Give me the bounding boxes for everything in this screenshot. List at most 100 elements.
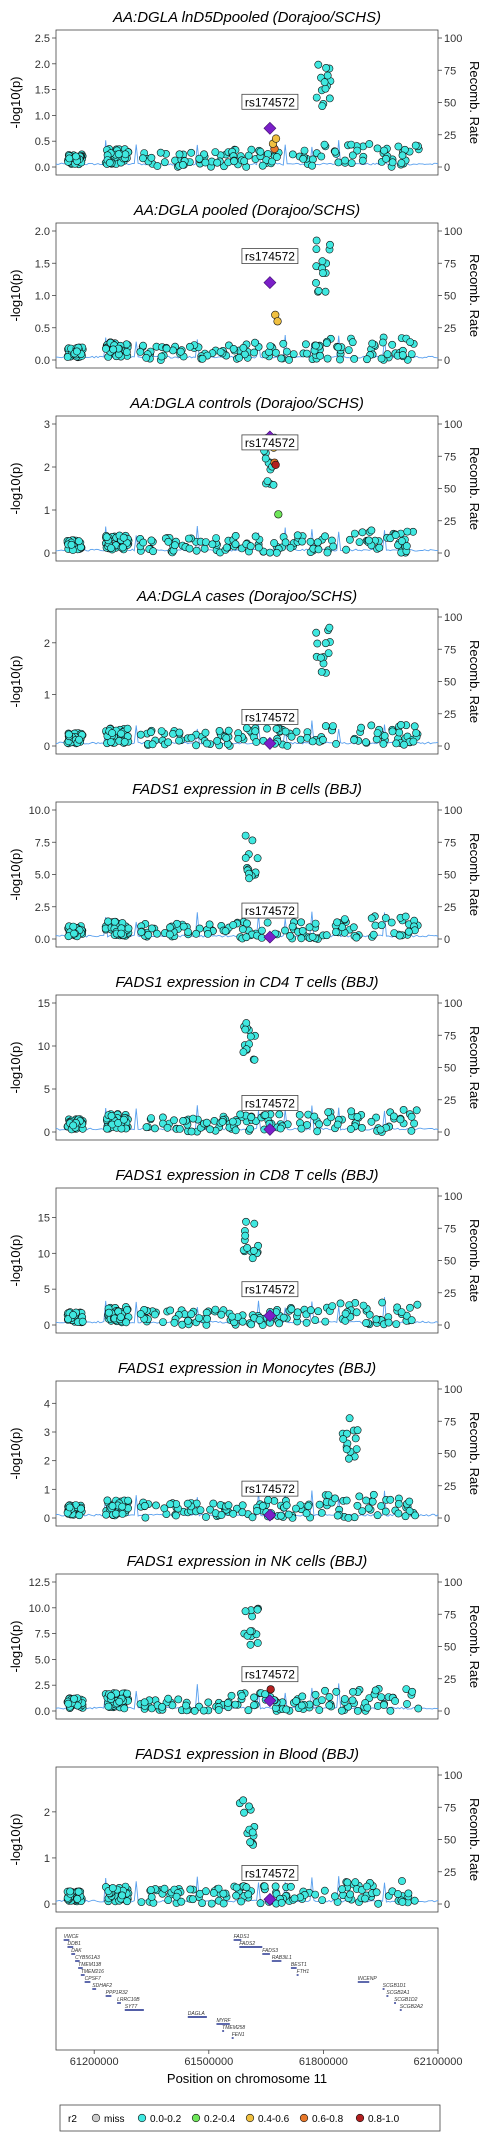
snp-point [153, 929, 161, 938]
snp-point [244, 151, 253, 160]
snp-point [379, 740, 388, 748]
lead-snp-marker [263, 276, 277, 290]
snp-point [201, 158, 210, 167]
snp-point [112, 1509, 120, 1518]
snp-point [341, 156, 349, 165]
y2-axis-label: Recomb. Rate [467, 254, 482, 337]
snp-point [397, 1308, 406, 1316]
snp-point [312, 245, 321, 253]
snp-point [394, 142, 403, 151]
snp-point [380, 732, 389, 740]
snp-point [398, 351, 407, 359]
snp-point [395, 931, 404, 940]
snp-point [229, 344, 238, 353]
snp-point [391, 531, 400, 539]
snp-point [238, 925, 247, 934]
snp-point [166, 1306, 175, 1315]
snp-point [409, 737, 418, 746]
snp-point [306, 537, 315, 546]
snp-point [342, 1496, 351, 1505]
snp-point [412, 1106, 421, 1115]
snp-point [288, 922, 297, 931]
snp-point [316, 351, 324, 360]
y2-tick-label: 100 [444, 1191, 462, 1203]
snp-point [228, 1312, 236, 1321]
lead-snp-marker [263, 1508, 277, 1522]
snp-point [236, 1110, 245, 1119]
snp-point [207, 1899, 216, 1908]
snp-point [164, 738, 172, 747]
snp-point [192, 741, 200, 750]
snp-point [315, 1500, 324, 1509]
y2-tick-label: 75 [444, 1609, 456, 1621]
y-tick-label: 0 [44, 741, 50, 753]
y2-tick-label: 100 [444, 805, 462, 817]
snp-point [103, 1124, 111, 1133]
snp-point [368, 1497, 377, 1506]
snp-point [285, 355, 293, 364]
snp-point [206, 1505, 214, 1514]
snp-point [115, 1697, 124, 1706]
snp-point [147, 1893, 156, 1901]
snp-point [325, 1693, 334, 1701]
lead-snp-label: rs174572 [245, 1668, 295, 1682]
snp-point [330, 1892, 339, 1901]
snp-point [397, 721, 405, 729]
snp-point [377, 1502, 385, 1510]
snp-point [72, 152, 80, 161]
y2-tick-label: 75 [444, 1030, 456, 1042]
snp-point [137, 928, 146, 936]
snp-point [119, 543, 127, 552]
y-tick-label: 0 [44, 1127, 50, 1139]
y-tick-label: 10 [38, 1248, 50, 1260]
snp-point [183, 1499, 192, 1508]
snp-point [293, 531, 302, 540]
snp-point [243, 1244, 252, 1252]
y2-tick-label: 75 [444, 837, 456, 849]
snp-point [117, 729, 125, 738]
snp-point [406, 1303, 414, 1312]
snp-point [78, 1317, 87, 1326]
snp-point [353, 146, 362, 155]
snp-point [258, 161, 267, 170]
y2-tick-label: 100 [444, 226, 462, 238]
y2-tick-label: 0 [444, 355, 450, 367]
snp-point [397, 159, 406, 167]
snp-point [314, 545, 323, 554]
snp-point [185, 342, 194, 351]
snp-point [297, 918, 305, 927]
snp-point [237, 1897, 245, 1906]
snp-point [74, 1887, 83, 1896]
snp-point [190, 1707, 199, 1715]
y2-axis-label: Recomb. Rate [467, 1798, 482, 1881]
lead-snp-label: rs174572 [245, 710, 295, 724]
y-axis-label: -log10(p) [8, 848, 23, 900]
snp-point [251, 727, 260, 736]
lead-snp-label-box [241, 1480, 299, 1497]
snp-point [70, 929, 78, 938]
snp-point [242, 1883, 251, 1892]
snp-point [334, 343, 343, 352]
snp-point [164, 1896, 173, 1904]
snp-point [174, 1695, 183, 1704]
snp-point [329, 542, 338, 551]
snp-point [195, 924, 204, 933]
snp-point [317, 668, 326, 676]
snp-point [359, 1301, 368, 1310]
snp-point [302, 1509, 311, 1518]
gene-label: MYRF [216, 2018, 231, 2024]
panel-title: AA:DGLA controls (Dorajoo/SCHS) [129, 395, 364, 412]
snp-point [313, 639, 322, 648]
lead-snp-marker [263, 1694, 277, 1708]
snp-point [120, 1115, 128, 1124]
y2-tick-label: 50 [444, 1835, 456, 1847]
snp-point [392, 1320, 401, 1328]
snp-point [279, 339, 288, 348]
snp-point [338, 1885, 346, 1894]
y-tick-label: 0 [44, 548, 50, 560]
snp-point [410, 1119, 418, 1128]
snp-point-ld [271, 460, 280, 469]
legend-swatch [245, 2113, 255, 2123]
snp-point [246, 542, 255, 551]
snp-point [166, 923, 174, 932]
